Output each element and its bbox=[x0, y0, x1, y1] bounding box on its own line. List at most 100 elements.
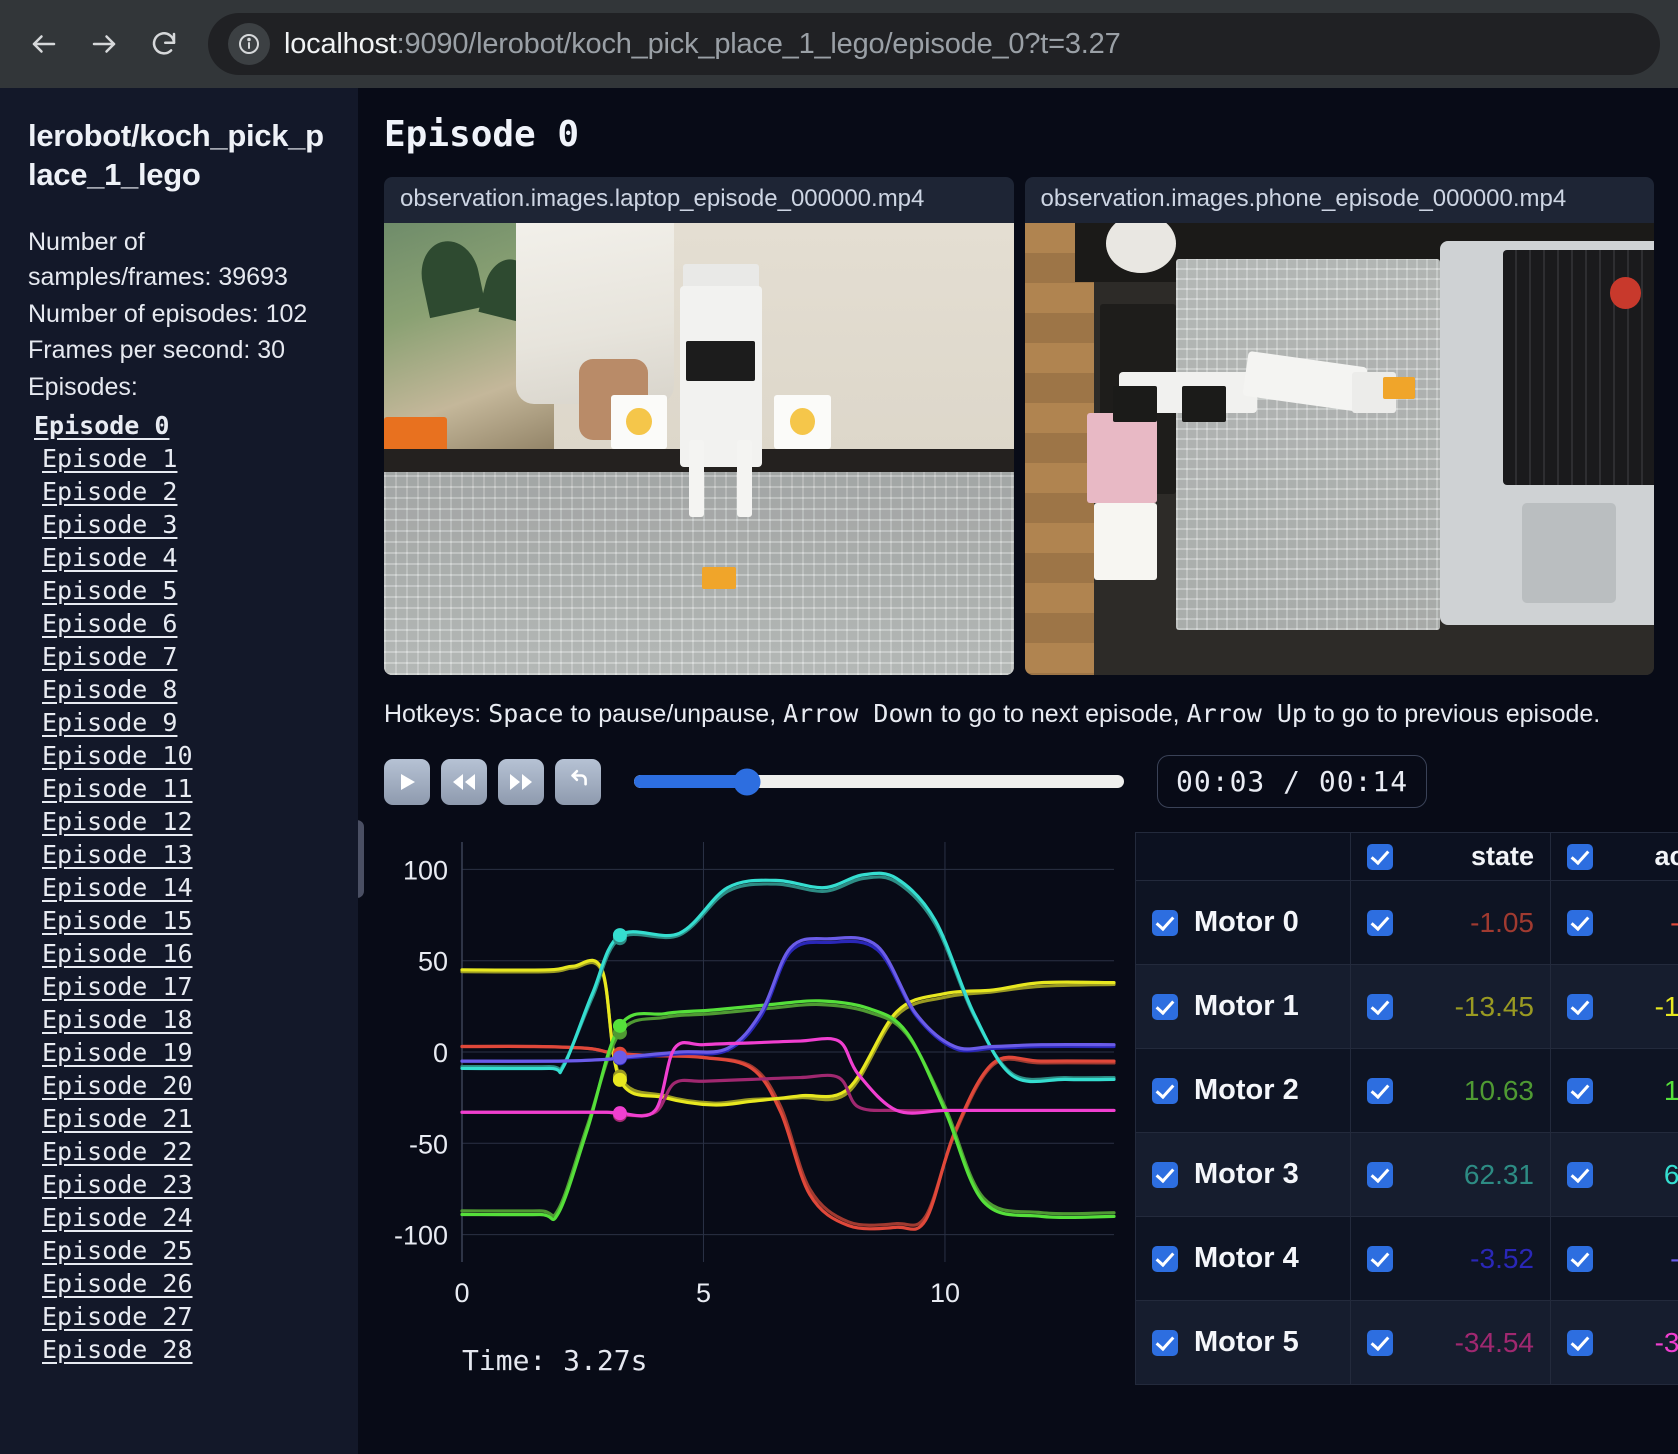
sidebar-item-episode-20[interactable]: Episode 20 bbox=[42, 1071, 193, 1101]
sidebar-item-episode-14[interactable]: Episode 14 bbox=[42, 873, 193, 903]
motor-2-state-checkbox[interactable] bbox=[1367, 1077, 1393, 1104]
sidebar-resize-handle[interactable] bbox=[358, 820, 364, 898]
video-controls: 00:03 / 00:14 bbox=[384, 755, 1654, 808]
motor-1-state-checkbox[interactable] bbox=[1367, 993, 1393, 1020]
motor-5-state-value: -34.54 bbox=[1454, 1326, 1534, 1358]
play-button[interactable] bbox=[384, 758, 430, 805]
sidebar-item-episode-17[interactable]: Episode 17 bbox=[42, 972, 193, 1002]
sidebar-item-episode-18[interactable]: Episode 18 bbox=[42, 1005, 193, 1035]
seek-slider[interactable] bbox=[634, 759, 1124, 805]
sidebar-item-episode-5[interactable]: Episode 5 bbox=[42, 576, 178, 606]
motor-0-label: Motor 0 bbox=[1194, 906, 1299, 938]
rewind-button[interactable] bbox=[441, 758, 487, 805]
sidebar-item-episode-24[interactable]: Episode 24 bbox=[42, 1203, 193, 1233]
dataset-title: lerobot/koch_pick_place_1_lego bbox=[28, 118, 324, 193]
table-row: Motor 4 -3.52 -2.99 bbox=[1135, 1216, 1678, 1301]
svg-text:0: 0 bbox=[454, 1278, 469, 1308]
time-readout: Time: 3.27s bbox=[462, 1344, 648, 1377]
motor-1-action-checkbox[interactable] bbox=[1567, 993, 1593, 1020]
sidebar-item-episode-0[interactable]: Episode 0 bbox=[34, 411, 170, 441]
fast-forward-button[interactable] bbox=[498, 758, 544, 805]
video-label-laptop: observation.images.laptop_episode_000000… bbox=[384, 177, 1014, 223]
motor-4-action-value: -2.99 bbox=[1609, 1243, 1678, 1275]
hotkeys-prefix: Hotkeys: bbox=[384, 700, 489, 728]
site-info-button[interactable] bbox=[228, 23, 270, 65]
motor-3-state-checkbox[interactable] bbox=[1367, 1161, 1393, 1188]
motor-action-cell: -33.49 bbox=[1550, 1300, 1678, 1385]
address-bar[interactable]: localhost:9090/lerobot/koch_pick_place_1… bbox=[208, 13, 1660, 75]
seek-thumb[interactable] bbox=[733, 768, 761, 795]
reload-button[interactable] bbox=[138, 18, 190, 70]
motor-0-state-checkbox[interactable] bbox=[1367, 909, 1393, 936]
motor-action-cell: 14.33 bbox=[1550, 1048, 1678, 1133]
table-row: Motor 0 -1.05 -0.97 bbox=[1135, 880, 1678, 965]
sidebar-item-episode-3[interactable]: Episode 3 bbox=[42, 510, 178, 540]
motor-5-action-value: -33.49 bbox=[1654, 1326, 1678, 1358]
seek-track[interactable] bbox=[634, 775, 1124, 788]
reload-icon bbox=[152, 32, 176, 55]
sidebar-item-episode-13[interactable]: Episode 13 bbox=[42, 840, 193, 870]
sidebar-item-episode-21[interactable]: Episode 21 bbox=[42, 1104, 193, 1134]
action-column-checkbox[interactable] bbox=[1567, 843, 1593, 870]
episodes-heading: Episodes: bbox=[28, 372, 138, 401]
sidebar-item-episode-23[interactable]: Episode 23 bbox=[42, 1170, 193, 1200]
motor-2-state-value: 10.63 bbox=[1463, 1074, 1534, 1106]
main-content: Episode 0 observation.images.laptop_epis… bbox=[358, 88, 1678, 1454]
svg-text:-50: -50 bbox=[409, 1129, 448, 1159]
sidebar-item-episode-25[interactable]: Episode 25 bbox=[42, 1236, 193, 1266]
sidebar-item-episode-22[interactable]: Episode 22 bbox=[42, 1137, 193, 1167]
motor-2-checkbox[interactable] bbox=[1152, 1077, 1178, 1104]
motor-3-checkbox[interactable] bbox=[1152, 1161, 1178, 1188]
motor-values-table: state action Motor 0-1.05-0.97Mot bbox=[1135, 830, 1678, 1390]
motor-name-cell: Motor 2 bbox=[1135, 1048, 1351, 1133]
sidebar-item-episode-7[interactable]: Episode 7 bbox=[42, 642, 178, 672]
motor-4-action-checkbox[interactable] bbox=[1567, 1245, 1593, 1272]
motor-state-cell: -3.52 bbox=[1350, 1216, 1551, 1301]
motor-5-action-checkbox[interactable] bbox=[1567, 1329, 1593, 1356]
motor-3-action-checkbox[interactable] bbox=[1567, 1161, 1593, 1188]
sidebar-item-episode-28[interactable]: Episode 28 bbox=[42, 1335, 193, 1365]
chart-canvas: -100 -50 0 50 100 0 5 10 bbox=[384, 830, 1129, 1330]
motor-0-checkbox[interactable] bbox=[1152, 909, 1178, 936]
loop-button[interactable] bbox=[555, 758, 601, 805]
motor-1-action-value: -15.29 bbox=[1654, 990, 1678, 1022]
sidebar-item-episode-19[interactable]: Episode 19 bbox=[42, 1038, 193, 1068]
sidebar-item-episode-6[interactable]: Episode 6 bbox=[42, 609, 178, 639]
sidebar-item-episode-16[interactable]: Episode 16 bbox=[42, 939, 193, 969]
sidebar-item-episode-11[interactable]: Episode 11 bbox=[42, 774, 193, 804]
motor-name-cell: Motor 1 bbox=[1135, 964, 1351, 1049]
motor-4-checkbox[interactable] bbox=[1152, 1245, 1178, 1272]
sidebar-item-episode-8[interactable]: Episode 8 bbox=[42, 675, 178, 705]
timeseries-chart[interactable]: -100 -50 0 50 100 0 5 10 Time: 3.27s bbox=[384, 830, 1129, 1390]
sidebar-item-episode-1[interactable]: Episode 1 bbox=[42, 444, 178, 474]
motor-5-state-checkbox[interactable] bbox=[1367, 1329, 1393, 1356]
motor-5-checkbox[interactable] bbox=[1152, 1329, 1178, 1356]
hotkey-arrow-down: Arrow Down bbox=[783, 699, 934, 728]
forward-button[interactable] bbox=[78, 18, 130, 70]
motor-state-cell: 10.63 bbox=[1350, 1048, 1551, 1133]
header-state: state bbox=[1350, 832, 1551, 881]
video-card-laptop: observation.images.laptop_episode_000000… bbox=[384, 177, 1014, 675]
motor-1-checkbox[interactable] bbox=[1152, 993, 1178, 1020]
play-icon bbox=[401, 773, 415, 790]
sidebar-item-episode-4[interactable]: Episode 4 bbox=[42, 543, 178, 573]
sidebar-item-episode-2[interactable]: Episode 2 bbox=[42, 477, 178, 507]
svg-text:5: 5 bbox=[696, 1278, 711, 1308]
motor-4-state-checkbox[interactable] bbox=[1367, 1245, 1393, 1272]
back-button[interactable] bbox=[18, 18, 70, 70]
sidebar-item-episode-15[interactable]: Episode 15 bbox=[42, 906, 193, 936]
sidebar-item-episode-9[interactable]: Episode 9 bbox=[42, 708, 178, 738]
state-column-checkbox[interactable] bbox=[1367, 843, 1393, 870]
browser-toolbar: localhost:9090/lerobot/koch_pick_place_1… bbox=[0, 0, 1678, 88]
sidebar-item-episode-26[interactable]: Episode 26 bbox=[42, 1269, 193, 1299]
video-player-phone[interactable] bbox=[1024, 223, 1654, 675]
header-state-label: state bbox=[1470, 841, 1534, 871]
sidebar-item-episode-10[interactable]: Episode 10 bbox=[42, 741, 193, 771]
motor-0-action-checkbox[interactable] bbox=[1567, 909, 1593, 936]
sidebar-item-episode-12[interactable]: Episode 12 bbox=[42, 807, 193, 837]
motor-2-action-checkbox[interactable] bbox=[1567, 1077, 1593, 1104]
table-header-row: state action bbox=[1135, 832, 1678, 881]
sidebar-item-episode-27[interactable]: Episode 27 bbox=[42, 1302, 193, 1332]
video-player-laptop[interactable] bbox=[384, 223, 1014, 675]
table-row: Motor 1 -13.45 -15.29 bbox=[1135, 964, 1678, 1049]
